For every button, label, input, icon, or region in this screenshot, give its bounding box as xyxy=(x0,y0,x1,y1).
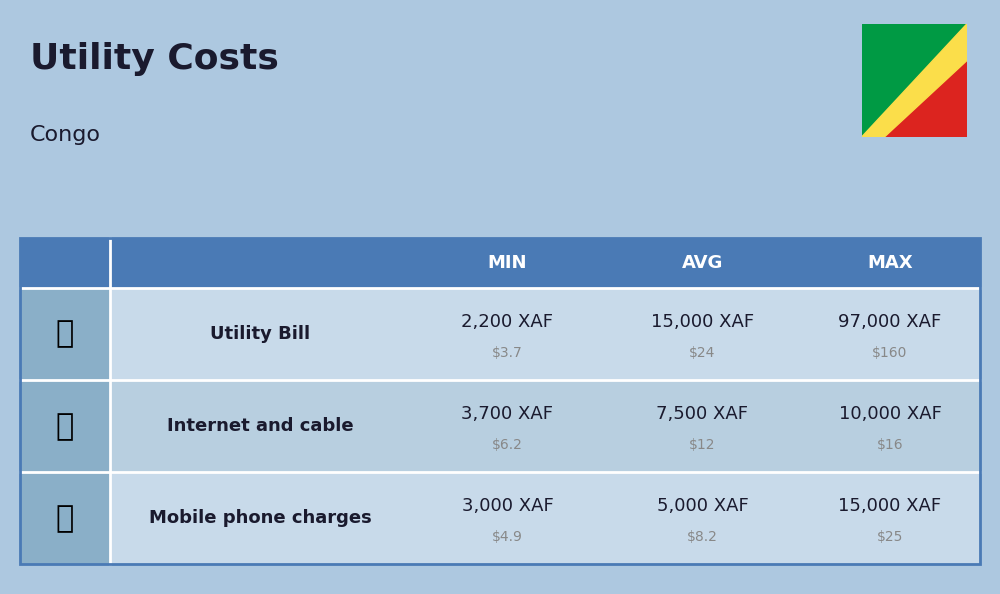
Text: AVG: AVG xyxy=(682,254,723,272)
FancyBboxPatch shape xyxy=(410,380,605,472)
FancyBboxPatch shape xyxy=(800,380,980,472)
FancyBboxPatch shape xyxy=(800,288,980,380)
Polygon shape xyxy=(862,24,967,137)
Text: 15,000 XAF: 15,000 XAF xyxy=(651,313,754,331)
Text: $4.9: $4.9 xyxy=(492,530,523,544)
Text: 2,200 XAF: 2,200 XAF xyxy=(461,313,554,331)
FancyBboxPatch shape xyxy=(110,472,410,564)
FancyBboxPatch shape xyxy=(605,238,800,288)
Text: $12: $12 xyxy=(689,438,716,451)
Text: $8.2: $8.2 xyxy=(687,530,718,544)
Text: 3,700 XAF: 3,700 XAF xyxy=(461,405,554,424)
Text: 📱: 📱 xyxy=(56,504,74,533)
Text: 📶: 📶 xyxy=(56,412,74,441)
Text: $6.2: $6.2 xyxy=(492,438,523,451)
FancyBboxPatch shape xyxy=(20,472,110,564)
Text: $16: $16 xyxy=(877,438,903,451)
Text: Utility Costs: Utility Costs xyxy=(30,42,279,75)
Text: 5,000 XAF: 5,000 XAF xyxy=(657,497,748,516)
FancyBboxPatch shape xyxy=(110,380,410,472)
Text: Utility Bill: Utility Bill xyxy=(210,325,310,343)
Text: $3.7: $3.7 xyxy=(492,346,523,359)
FancyBboxPatch shape xyxy=(800,472,980,564)
FancyBboxPatch shape xyxy=(410,472,605,564)
Text: 7,500 XAF: 7,500 XAF xyxy=(656,405,748,424)
FancyBboxPatch shape xyxy=(20,288,110,380)
FancyBboxPatch shape xyxy=(110,238,410,288)
FancyBboxPatch shape xyxy=(410,238,605,288)
Text: 10,000 XAF: 10,000 XAF xyxy=(839,405,941,424)
FancyBboxPatch shape xyxy=(605,288,800,380)
Text: $160: $160 xyxy=(872,346,908,359)
Text: 3,000 XAF: 3,000 XAF xyxy=(462,497,553,516)
FancyBboxPatch shape xyxy=(20,238,110,288)
FancyBboxPatch shape xyxy=(605,380,800,472)
Text: Internet and cable: Internet and cable xyxy=(167,417,353,435)
Text: 97,000 XAF: 97,000 XAF xyxy=(838,313,942,331)
FancyBboxPatch shape xyxy=(20,380,110,472)
FancyBboxPatch shape xyxy=(605,472,800,564)
Text: MIN: MIN xyxy=(488,254,527,272)
FancyBboxPatch shape xyxy=(800,238,980,288)
Text: Mobile phone charges: Mobile phone charges xyxy=(149,509,371,527)
FancyBboxPatch shape xyxy=(410,288,605,380)
Text: $24: $24 xyxy=(689,346,716,359)
Text: MAX: MAX xyxy=(867,254,913,272)
Polygon shape xyxy=(862,24,967,137)
Text: 🔌: 🔌 xyxy=(56,320,74,349)
FancyBboxPatch shape xyxy=(110,288,410,380)
Polygon shape xyxy=(862,24,967,137)
Text: Congo: Congo xyxy=(30,125,101,145)
Text: 15,000 XAF: 15,000 XAF xyxy=(838,497,942,516)
Text: $25: $25 xyxy=(877,530,903,544)
